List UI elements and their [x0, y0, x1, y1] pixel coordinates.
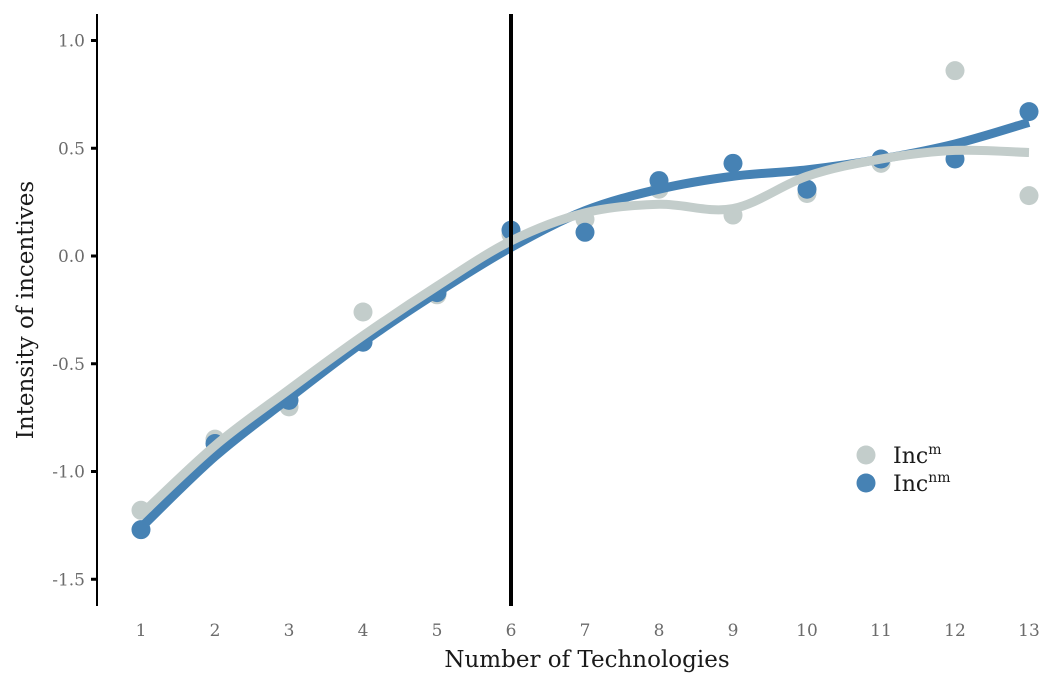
data-point: [1019, 102, 1039, 122]
y-tick-label: 0.0: [58, 247, 85, 267]
axes: 1.00.50.0-0.5-1.0-1.5 1 2 3 4 5 6 7 8 9 10 11 12 13 …: [13, 14, 1040, 673]
legend-label: Incm: [893, 442, 941, 469]
x-tick-label: 1: [136, 621, 147, 641]
y-tick-label: -0.5: [52, 355, 85, 375]
data-point: [1019, 186, 1039, 206]
y-axis-ticks: 1.0 0.5 0.0 -0.5 -1.0 -1.5: [52, 32, 97, 590]
y-tick-label: -1.0: [52, 463, 85, 483]
y-axis-title: Intensity of incentives: [13, 181, 39, 439]
data-point: [945, 61, 965, 81]
legend-item-nm: Incnm: [856, 470, 950, 497]
data-point: [353, 302, 373, 322]
x-tick-label: 4: [358, 621, 369, 641]
x-tick-label: 13: [1018, 621, 1040, 641]
x-tick-label: 10: [796, 621, 818, 641]
y-tick-label: 0.5: [58, 139, 85, 159]
x-axis-ticks: 1 2 3 4 5 6 7 8 9 10 11 12 13: [136, 621, 1040, 641]
x-tick-label: 5: [432, 621, 443, 641]
x-tick-label: 7: [580, 621, 591, 641]
x-axis-title: Number of Technologies: [444, 647, 729, 673]
legend-swatch-icon: [856, 473, 876, 493]
x-tick-label: 8: [654, 621, 665, 641]
legend-swatch-icon: [856, 445, 876, 465]
x-tick-label: 2: [210, 621, 221, 641]
y-tick-label: -1.5: [52, 570, 85, 590]
plot-area: [131, 14, 1039, 606]
x-tick-label: 6: [506, 621, 517, 641]
x-tick-label: 3: [284, 621, 295, 641]
smooth-line-m: [137, 145, 1030, 518]
data-point: [723, 153, 743, 173]
x-tick-label: 11: [870, 621, 892, 641]
legend-label: Incnm: [893, 470, 950, 497]
y-tick-label: 1.0: [58, 32, 85, 52]
x-tick-label: 9: [728, 621, 739, 641]
x-tick-label: 12: [944, 621, 966, 641]
data-point: [797, 179, 817, 199]
data-point: [575, 222, 595, 242]
legend-item-m: Incm: [856, 442, 941, 469]
